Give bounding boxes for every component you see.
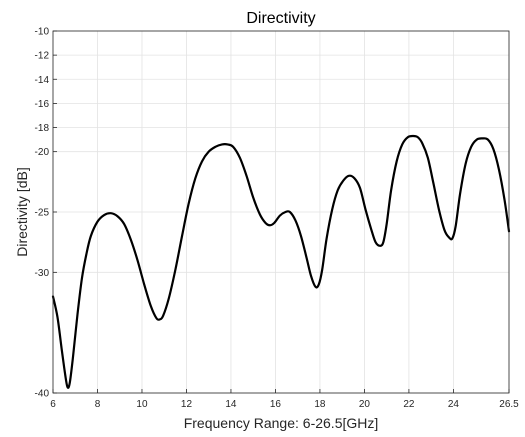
x-axis-label: Frequency Range: 6-26.5[GHz] bbox=[184, 415, 379, 431]
chart-title: Directivity bbox=[246, 10, 315, 27]
x-tick-label: 22 bbox=[403, 399, 415, 410]
y-tick-label: -14 bbox=[35, 75, 50, 86]
x-tick-label: 6 bbox=[50, 399, 56, 410]
y-tick-label: -16 bbox=[35, 99, 50, 110]
y-tick-label: -20 bbox=[35, 147, 50, 158]
y-tick-label: -25 bbox=[35, 208, 50, 219]
y-tick-label: -30 bbox=[35, 268, 50, 279]
x-tick-label: 14 bbox=[225, 399, 237, 410]
x-tick-label: 16 bbox=[270, 399, 282, 410]
x-tick-label: 18 bbox=[314, 399, 326, 410]
x-tick-label: 10 bbox=[136, 399, 148, 410]
y-tick-label: -10 bbox=[35, 27, 50, 38]
x-tick-label: 20 bbox=[359, 399, 371, 410]
x-tick-label: 24 bbox=[448, 399, 460, 410]
y-tick-label: -12 bbox=[35, 51, 50, 62]
x-tick-label: 8 bbox=[95, 399, 101, 410]
x-tick-label: 26.5 bbox=[499, 399, 519, 410]
y-axis-label: Directivity [dB] bbox=[14, 167, 30, 256]
y-tick-label: -40 bbox=[35, 389, 50, 400]
x-tick-label: 12 bbox=[181, 399, 193, 410]
y-tick-label: -18 bbox=[35, 123, 50, 134]
